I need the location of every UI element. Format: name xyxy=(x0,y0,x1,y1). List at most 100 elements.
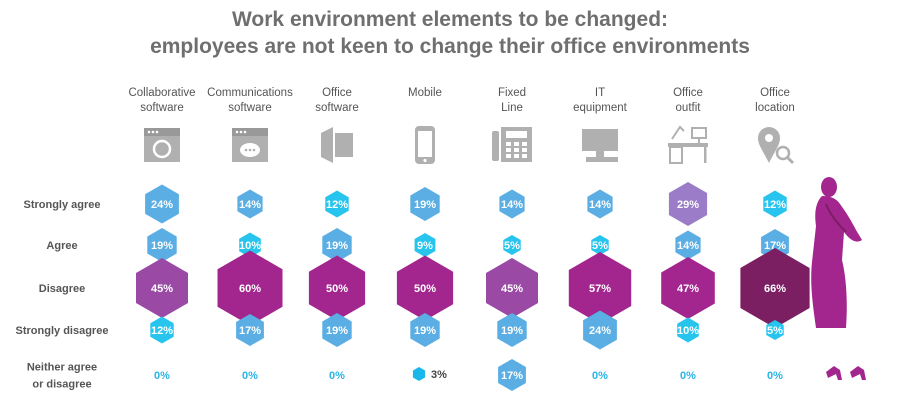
data-label: 10% xyxy=(677,325,699,337)
data-hexagon xyxy=(668,182,708,226)
data-hexagon xyxy=(237,189,263,219)
fixed-line-phone-icon xyxy=(492,127,532,162)
data-hexagon xyxy=(410,187,440,221)
data-label: 17% xyxy=(239,325,261,337)
data-label: 47% xyxy=(677,283,699,295)
column-header: location xyxy=(755,102,795,114)
data-label: 24% xyxy=(589,325,611,337)
data-hexagon xyxy=(414,233,436,257)
mobile-icon xyxy=(415,126,435,164)
data-hexagon xyxy=(325,190,349,218)
data-label-zero: 0% xyxy=(154,370,170,382)
communications-software-icon xyxy=(232,128,268,162)
column-header: equipment xyxy=(573,102,628,114)
data-label: 14% xyxy=(239,199,261,211)
chart-title: Work environment elements to be changed:… xyxy=(0,6,900,60)
office-location-icon xyxy=(758,127,795,165)
row-label-strongly-agree: Strongly agree xyxy=(23,199,100,211)
column-header: outfit xyxy=(676,102,702,114)
data-label: 14% xyxy=(677,240,699,252)
collaborative-software-icon xyxy=(144,128,180,162)
column-header: Mobile xyxy=(408,87,442,99)
office-outfit-icon xyxy=(668,125,708,164)
data-hexagon xyxy=(486,258,538,318)
data-hexagon xyxy=(147,228,177,262)
row-label-neither: or disagree xyxy=(32,379,91,391)
data-label-zero: 0% xyxy=(680,370,696,382)
row-label-agree: Agree xyxy=(46,240,77,252)
data-hexagon xyxy=(766,320,784,340)
data-label: 45% xyxy=(501,283,523,295)
data-label: 19% xyxy=(326,240,348,252)
data-hexagon xyxy=(763,190,787,218)
data-label: 17% xyxy=(764,240,786,252)
data-hexagon xyxy=(675,230,701,260)
data-hexagon xyxy=(497,313,527,347)
column-header: IT xyxy=(595,87,605,99)
shoe-icon xyxy=(850,366,866,380)
data-label: 24% xyxy=(151,199,173,211)
shoe-icon xyxy=(826,366,842,380)
data-label: 50% xyxy=(414,283,436,295)
data-label: 57% xyxy=(589,283,611,295)
data-label: 5% xyxy=(504,240,520,252)
data-label: 19% xyxy=(414,325,436,337)
it-equipment-icon xyxy=(582,129,618,162)
data-label: 19% xyxy=(326,325,348,337)
data-label: 12% xyxy=(764,199,786,211)
column-header: Office xyxy=(760,87,790,99)
data-label: 14% xyxy=(501,199,523,211)
data-hexagon xyxy=(661,257,715,319)
data-label-zero: 0% xyxy=(592,370,608,382)
data-label-zero: 0% xyxy=(329,370,345,382)
data-hexagon xyxy=(136,258,188,318)
column-header: Line xyxy=(501,102,523,114)
data-hexagon xyxy=(412,367,426,381)
data-hexagon xyxy=(583,310,617,350)
data-hexagon xyxy=(587,189,613,219)
data-label: 14% xyxy=(589,199,611,211)
data-label: 19% xyxy=(501,325,523,337)
column-header: software xyxy=(140,102,183,114)
data-label: 5% xyxy=(767,325,783,337)
data-label: 10% xyxy=(239,240,261,252)
data-hexagon xyxy=(740,248,810,328)
data-label: 45% xyxy=(151,283,173,295)
column-header: software xyxy=(315,102,358,114)
chart-title-line-1: Work environment elements to be changed: xyxy=(231,8,669,31)
column-header: software xyxy=(228,102,271,114)
data-label: 66% xyxy=(764,283,786,295)
data-label: 29% xyxy=(677,199,699,211)
data-hexagon xyxy=(239,232,261,258)
data-label: 3% xyxy=(431,369,447,381)
data-label-zero: 0% xyxy=(242,370,258,382)
data-label: 19% xyxy=(151,240,173,252)
data-label: 12% xyxy=(151,325,173,337)
data-hexagon xyxy=(322,313,352,347)
data-label: 17% xyxy=(501,370,523,382)
data-hexagon xyxy=(503,235,521,255)
data-hexagon xyxy=(322,228,352,262)
data-hexagon xyxy=(217,250,283,326)
column-header: Fixed xyxy=(498,87,526,99)
data-label: 19% xyxy=(414,199,436,211)
column-header: Office xyxy=(673,87,703,99)
column-header: Collaborative xyxy=(128,87,195,99)
chart-title-line-2: employees are not keen to change their o… xyxy=(150,35,750,58)
data-label: 60% xyxy=(239,283,261,295)
row-label-disagree: Disagree xyxy=(39,283,85,295)
data-hexagon xyxy=(568,252,632,324)
data-hexagon xyxy=(410,313,440,347)
data-hexagon xyxy=(677,317,699,343)
data-hexagon xyxy=(498,359,526,391)
data-label: 5% xyxy=(592,240,608,252)
data-label: 12% xyxy=(326,199,348,211)
data-label-zero: 0% xyxy=(767,370,783,382)
data-hexagon xyxy=(396,255,454,321)
data-hexagon xyxy=(308,255,366,321)
data-hexagon xyxy=(150,316,174,344)
woman-figure-illustration xyxy=(811,177,866,380)
data-hexagon xyxy=(499,189,525,219)
row-label-neither: Neither agree xyxy=(27,362,97,374)
